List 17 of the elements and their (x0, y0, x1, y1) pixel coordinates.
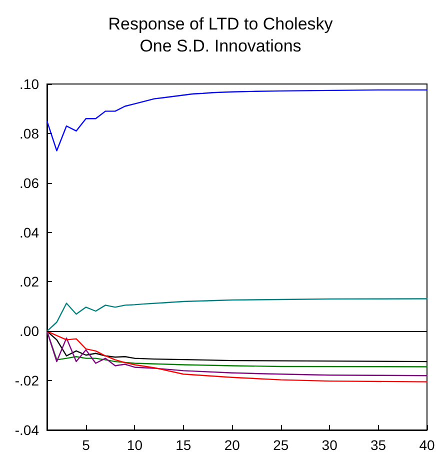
chart-title: Response of LTD to Cholesky One S.D. Innovations (108, 14, 334, 56)
x-tick-label: 40 (419, 437, 435, 453)
x-tick-label: 35 (370, 437, 386, 453)
y-tick-label: .04 (20, 224, 40, 240)
y-tick-label: .02 (20, 274, 40, 290)
x-tick-label: 25 (273, 437, 289, 453)
y-tick-label: .08 (20, 125, 40, 142)
x-tick-label: 10 (126, 437, 143, 453)
y-tick-label: .00 (20, 323, 40, 340)
y-tick-label: -.04 (14, 422, 40, 438)
y-tick-label: .10 (20, 76, 40, 92)
y-tick-label: -.02 (14, 372, 40, 389)
x-tick-label: 20 (224, 437, 240, 453)
y-tick-label: .06 (20, 174, 40, 191)
x-tick-label: 30 (322, 437, 338, 453)
x-tick-label: 5 (82, 437, 90, 453)
x-tick-label: 15 (176, 437, 192, 453)
